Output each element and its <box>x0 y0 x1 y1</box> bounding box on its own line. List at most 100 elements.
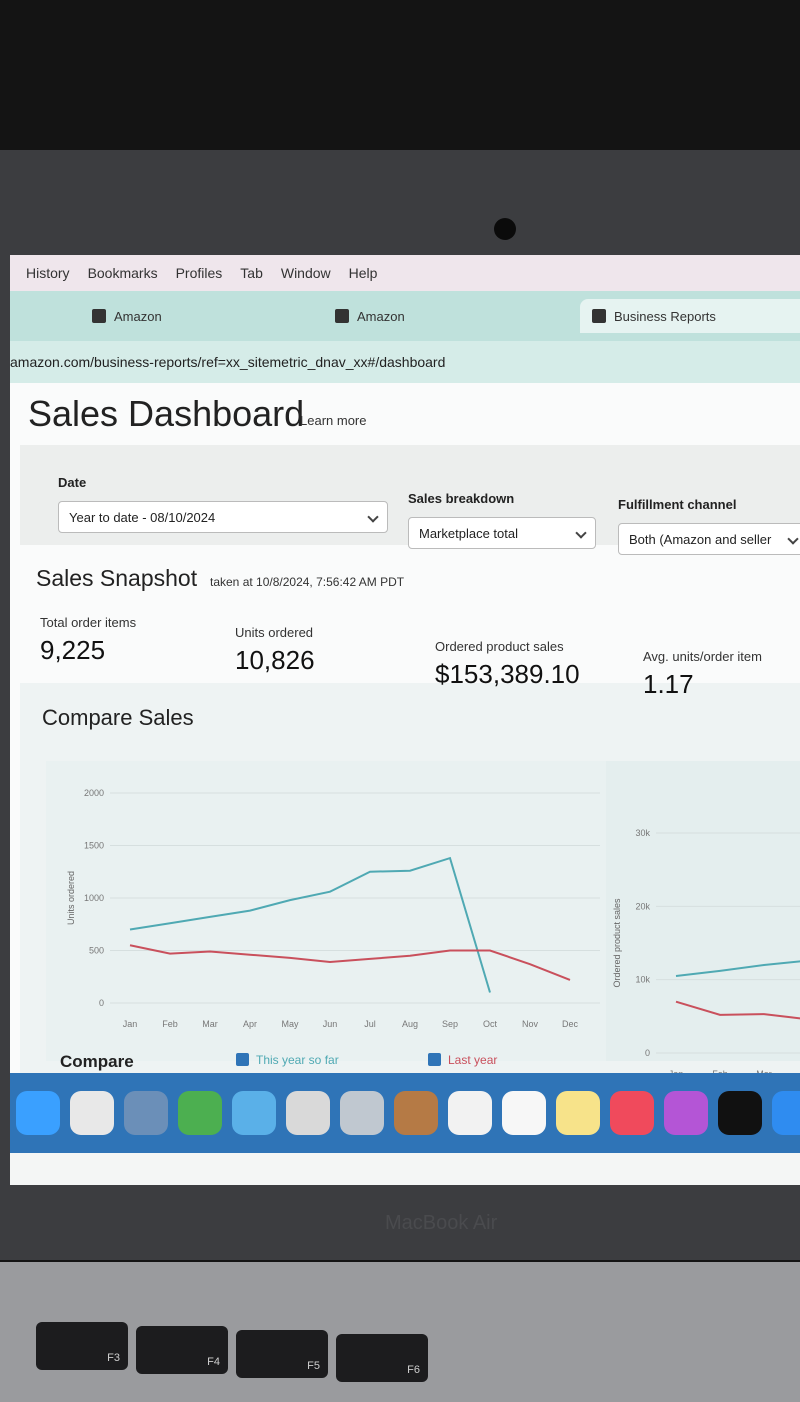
metric-value: 9,225 <box>40 635 106 665</box>
y-axis-label: Units ordered <box>66 871 76 925</box>
dock-icon[interactable] <box>610 1091 654 1135</box>
dock-icon[interactable] <box>448 1091 492 1135</box>
metric-label: Ordered product sales <box>435 639 564 654</box>
x-tick-label: Apr <box>243 1019 257 1029</box>
chart-background <box>46 761 606 1061</box>
menu-item[interactable]: Profiles <box>175 265 223 281</box>
bezel-label: MacBook Air <box>385 1212 498 1234</box>
x-tick-label: May <box>281 1019 299 1029</box>
legend-label: This year so far <box>256 1053 339 1067</box>
y-tick-label: 0 <box>645 1048 650 1058</box>
metric-value: 10,826 <box>235 645 315 675</box>
x-tick-label: Jan <box>123 1019 138 1029</box>
y-tick-label: 1000 <box>84 893 104 903</box>
url: amazon.com/business-reports/ref=xx_sitem… <box>10 354 446 370</box>
dashboard: Sales Dashboard Learn more Sales Snapsho… <box>10 383 800 1075</box>
snapshot-title: Sales Snapshot <box>36 565 198 591</box>
key[interactable]: F6 <box>336 1334 428 1382</box>
x-tick-label: Dec <box>562 1019 579 1029</box>
x-tick-label: Feb <box>162 1019 178 1029</box>
tab-title: Business Reports <box>614 308 716 324</box>
y-tick-label: 1500 <box>84 841 104 851</box>
key[interactable]: F5 <box>236 1330 328 1378</box>
dock-icon[interactable] <box>718 1091 762 1135</box>
charts: 0 500 1000 1500 2000 Units ordered Jan Feb Mar Ap… <box>46 761 800 1075</box>
x-tick-label: Feb <box>712 1069 728 1075</box>
series-line <box>129 856 491 993</box>
x-tick-label: Oct <box>483 1019 498 1029</box>
dock-icon[interactable] <box>232 1091 276 1135</box>
key[interactable]: F4 <box>136 1326 228 1374</box>
menu-item[interactable]: Window <box>280 265 331 281</box>
y-tick-label: 30k <box>635 828 650 838</box>
x-tick-label: Jun <box>323 1019 338 1029</box>
tab[interactable]: Amazon <box>335 299 405 333</box>
legend-title: Compare <box>60 1052 134 1071</box>
y-tick-label: 20k <box>635 901 650 911</box>
tab[interactable]: Amazon <box>92 299 162 333</box>
menu-item[interactable]: History <box>26 265 70 281</box>
x-tick-label: Mar <box>756 1069 772 1075</box>
menu-item[interactable]: Help <box>348 265 378 281</box>
y-axis-label: Ordered product sales <box>612 898 622 988</box>
tab-title: Amazon <box>114 308 162 324</box>
dock-icon[interactable] <box>772 1091 800 1135</box>
metric-value: 1.17 <box>643 669 694 699</box>
page-title: Sales Dashboard <box>28 393 305 434</box>
legend-label: Last year <box>448 1053 497 1067</box>
series-line <box>129 944 571 981</box>
series-line <box>675 960 800 977</box>
legend-checkbox <box>428 1053 441 1066</box>
learn-more-link[interactable]: Learn more <box>300 413 367 428</box>
filter-label: Date <box>58 475 87 490</box>
keyboard: F3 F4 F5 F6 <box>0 1262 800 1402</box>
metric-label: Total order items <box>40 615 137 630</box>
filter-select[interactable]: Both (Amazon and seller <box>618 523 800 555</box>
filter-select[interactable]: Year to date - 08/10/2024 <box>58 501 388 533</box>
dock-icon[interactable] <box>178 1091 222 1135</box>
dock-icon[interactable] <box>340 1091 384 1135</box>
tab-title: Amazon <box>357 308 405 324</box>
tab-icon <box>335 309 349 323</box>
y-tick-label: 500 <box>89 946 104 956</box>
tab[interactable]: Business Reports <box>580 299 800 333</box>
menu-bar: History Bookmarks Profiles Tab Window Help <box>10 255 800 291</box>
dock-icon[interactable] <box>502 1091 546 1135</box>
dock-icon[interactable] <box>286 1091 330 1135</box>
tab-bar: Amazon Amazon Business Reports <box>10 291 800 341</box>
screen: History Bookmarks Profiles Tab Window Help Am… <box>10 255 800 1185</box>
filter-label: Sales breakdown <box>408 491 515 506</box>
x-tick-label: Aug <box>402 1019 418 1029</box>
url-bar[interactable]: amazon.com/business-reports/ref=xx_sitem… <box>10 341 800 383</box>
menu-item[interactable]: Tab <box>240 265 263 281</box>
dock-icon[interactable] <box>556 1091 600 1135</box>
chart-background <box>606 761 800 1061</box>
metric-label: Avg. units/order item <box>643 649 762 664</box>
compare-title: Compare Sales <box>42 705 194 730</box>
dock-icon[interactable] <box>124 1091 168 1135</box>
tab-icon <box>592 309 606 323</box>
dock-icon[interactable] <box>16 1091 60 1135</box>
filter-label: Fulfillment channel <box>618 497 737 512</box>
metric-label: Units ordered <box>235 625 314 640</box>
y-tick-label: 0 <box>99 998 104 1008</box>
filter-select[interactable]: Marketplace total <box>408 517 596 549</box>
metric-value: $153,389.10 <box>435 659 580 689</box>
dock-icon[interactable] <box>70 1091 114 1135</box>
y-tick-label: 10k <box>635 975 650 985</box>
tab-icon <box>92 309 106 323</box>
dock <box>10 1073 800 1153</box>
x-tick-label: Jul <box>364 1019 376 1029</box>
snapshot-timestamp: taken at 10/8/2024, 7:56:42 AM PDT <box>210 575 405 589</box>
legend-checkbox <box>236 1053 249 1066</box>
x-tick-label: Mar <box>202 1019 218 1029</box>
x-tick-label: Jan <box>669 1069 684 1075</box>
camera <box>494 218 516 240</box>
menu-item[interactable]: Bookmarks <box>87 265 158 281</box>
dock-icon[interactable] <box>664 1091 708 1135</box>
series-line <box>675 1000 800 1020</box>
dock-icon[interactable] <box>394 1091 438 1135</box>
key[interactable]: F3 <box>36 1322 128 1370</box>
x-tick-label: Sep <box>442 1019 458 1029</box>
